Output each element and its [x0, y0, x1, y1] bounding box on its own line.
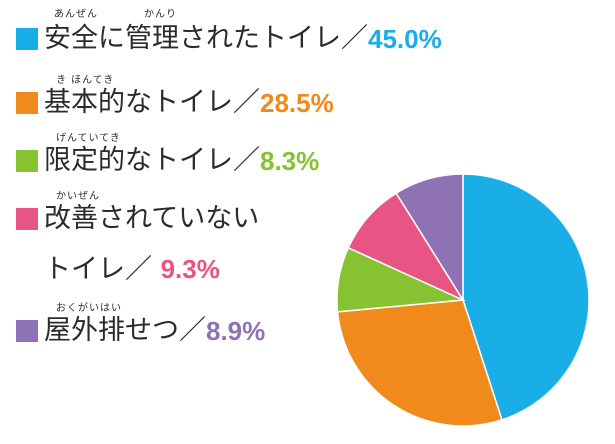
ruby-anzen: あんぜん	[54, 9, 98, 20]
legend-line-safe: 安全に管理されたトイレ／ 45.0%	[16, 24, 442, 54]
legend-line2-unimproved: トイレ／ 9.3%	[44, 254, 220, 285]
legend-swatch-unimproved	[16, 208, 38, 230]
legend-label-limited: 限定的なトイレ／	[44, 145, 260, 176]
pie-slice-basic	[336, 299, 503, 427]
ruby-kaizen: かいぜん	[56, 191, 100, 202]
legend-swatch-limited	[16, 150, 38, 172]
ruby-kanri: かんり	[144, 9, 177, 20]
legend-swatch-open	[16, 320, 38, 342]
pie-slice-safe	[462, 173, 590, 421]
legend-label-basic: 基本的なトイレ／	[44, 87, 260, 118]
legend-label-unimproved: 改善されていない	[44, 203, 260, 234]
legend-percent-safe: 45.0%	[368, 24, 442, 54]
legend-percent-unimproved: 9.3%	[160, 254, 220, 284]
legend-swatch-safe	[16, 28, 38, 50]
legend-label-open: 屋外排せつ／	[44, 315, 206, 346]
ruby-okugaihai: おくがいはい	[56, 303, 122, 314]
ruby-kihonteki: き ほんてき	[56, 75, 115, 86]
pie-chart	[336, 173, 590, 427]
legend-percent-open: 8.9%	[206, 316, 266, 346]
legend-line-open: 屋外排せつ／ 8.9%	[16, 316, 265, 346]
legend-percent-limited: 8.3%	[260, 146, 320, 176]
legend-swatch-basic	[16, 92, 38, 114]
pie-slice-open	[395, 173, 464, 303]
legend-line-basic: 基本的なトイレ／ 28.5%	[16, 88, 334, 118]
legend-line-limited: 限定的なトイレ／ 8.3%	[16, 146, 319, 176]
legend-percent-basic: 28.5%	[260, 88, 334, 118]
legend-label2-unimproved: トイレ／	[44, 254, 152, 285]
legend-label-safe: 安全に管理されたトイレ／	[44, 23, 368, 54]
ruby-genteiteki: げんていてき	[56, 133, 121, 144]
legend-line-unimproved: 改善されていない	[16, 204, 259, 234]
